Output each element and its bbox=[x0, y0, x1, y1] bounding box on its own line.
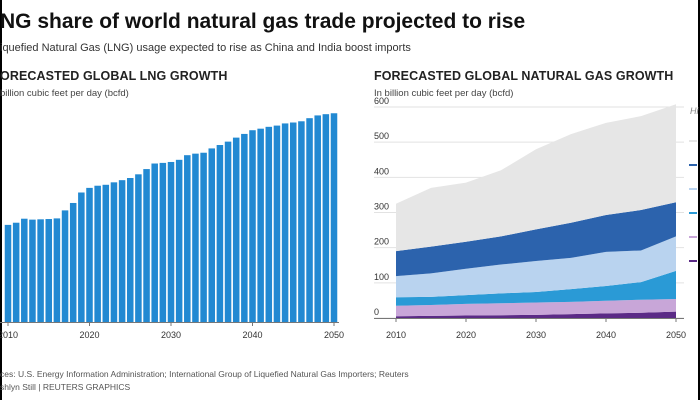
gas-y-tick-label: 200 bbox=[374, 237, 389, 247]
lng-x-tick-label: 2030 bbox=[161, 330, 181, 340]
lng-x-tick-label: 2050 bbox=[324, 330, 344, 340]
lng-bar bbox=[135, 174, 142, 322]
lng-bar bbox=[21, 218, 28, 322]
gas-x-tick-label: 2030 bbox=[526, 330, 546, 340]
lng-bar bbox=[224, 141, 232, 323]
gas-legend bbox=[689, 140, 697, 262]
lng-bar bbox=[257, 128, 264, 322]
lng-bar bbox=[159, 162, 167, 322]
lng-chart-title: ORECASTED GLOBAL LNG GROWTH bbox=[0, 69, 228, 83]
gas-y-tick-label: 0 bbox=[374, 307, 379, 317]
gas-legend-swatch bbox=[689, 212, 697, 214]
credit-note: shlyn Still | REUTERS GRAPHICS bbox=[0, 382, 131, 392]
gas-area-series bbox=[396, 236, 676, 298]
gas-x-tick-label: 2020 bbox=[456, 330, 476, 340]
headline: NG share of world natural gas trade proj… bbox=[0, 10, 526, 33]
lng-bar bbox=[110, 182, 118, 322]
lng-x-tick-label: 2010 bbox=[0, 330, 18, 340]
lng-x-tick-label: 2040 bbox=[242, 330, 262, 340]
frame-left-edge bbox=[0, 0, 2, 400]
gas-area-series bbox=[396, 104, 676, 252]
lng-bar bbox=[265, 126, 273, 322]
gas-x-tick-label: 2050 bbox=[666, 330, 686, 340]
lng-bar bbox=[322, 114, 330, 323]
gas-legend-swatch bbox=[689, 260, 697, 262]
lng-bar bbox=[4, 224, 12, 323]
lng-bar bbox=[61, 210, 69, 322]
subheadline: iquefied Natural Gas (LNG) usage expecte… bbox=[0, 42, 411, 54]
lng-bar bbox=[167, 161, 175, 322]
lng-bar bbox=[86, 187, 93, 323]
gas-legend-title: Hi bbox=[690, 106, 699, 116]
lng-bar bbox=[216, 145, 224, 322]
gas-y-tick-label: 400 bbox=[374, 166, 389, 176]
lng-bar bbox=[143, 169, 150, 322]
lng-bar bbox=[175, 159, 183, 322]
gas-area-series bbox=[396, 202, 676, 277]
lng-bar bbox=[94, 185, 101, 322]
lng-bar bbox=[281, 123, 289, 323]
lng-bar bbox=[200, 152, 207, 322]
lng-bar bbox=[118, 180, 126, 322]
gas-legend-swatch bbox=[689, 164, 697, 166]
gas-y-tick-label: 600 bbox=[374, 96, 389, 106]
lng-bar bbox=[314, 115, 321, 322]
lng-bar bbox=[102, 184, 110, 322]
frame-right-edge bbox=[698, 0, 700, 400]
lng-bar bbox=[232, 137, 240, 322]
gas-y-tick-label: 300 bbox=[374, 202, 389, 212]
gas-area-series bbox=[396, 311, 676, 318]
gas-area-series bbox=[396, 299, 676, 317]
lng-bar bbox=[241, 133, 248, 322]
lng-bar bbox=[192, 153, 199, 322]
lng-bar bbox=[151, 163, 158, 322]
lng-bar bbox=[298, 121, 305, 322]
lng-chart-unit: billion cubic feet per day (bcfd) bbox=[0, 88, 129, 99]
lng-bar bbox=[53, 218, 61, 322]
lng-bar bbox=[126, 178, 134, 322]
lng-bar bbox=[12, 222, 20, 322]
lng-bar bbox=[78, 192, 85, 322]
gas-legend-swatch bbox=[689, 188, 697, 190]
lng-bar bbox=[37, 219, 44, 322]
lng-bar bbox=[273, 125, 281, 322]
lng-x-tick-label: 2020 bbox=[79, 330, 99, 340]
gas-y-tick-label: 500 bbox=[374, 131, 389, 141]
lng-bar bbox=[330, 113, 338, 322]
lng-bar bbox=[208, 148, 216, 322]
gas-area-series bbox=[396, 270, 676, 306]
gas-legend-swatch bbox=[689, 236, 697, 238]
gas-x-tick-label: 2040 bbox=[596, 330, 616, 340]
gas-chart-title: FORECASTED GLOBAL NATURAL GAS GROWTH bbox=[374, 69, 674, 83]
lng-bar bbox=[289, 122, 297, 322]
sources-note: ces: U.S. Energy Information Administrat… bbox=[0, 369, 409, 379]
lng-bar bbox=[249, 130, 256, 322]
gas-x-tick-label: 2010 bbox=[386, 330, 406, 340]
lng-growth-chart: 2010 2020 2030 2040 2050 bbox=[0, 113, 344, 340]
lng-bar bbox=[184, 155, 191, 322]
lng-bar bbox=[29, 219, 36, 322]
gas-y-tick-label: 100 bbox=[374, 272, 389, 282]
lng-bar bbox=[69, 202, 77, 322]
gas-growth-chart: 0 100 200 300 400 500 600 2010 2020 2030 2040 2050 bbox=[374, 96, 686, 340]
lng-bar bbox=[45, 219, 53, 322]
gas-chart-unit: In billion cubic feet per day (bcfd) bbox=[374, 88, 514, 99]
lng-bar bbox=[306, 118, 313, 322]
gas-legend-swatch bbox=[689, 140, 697, 142]
